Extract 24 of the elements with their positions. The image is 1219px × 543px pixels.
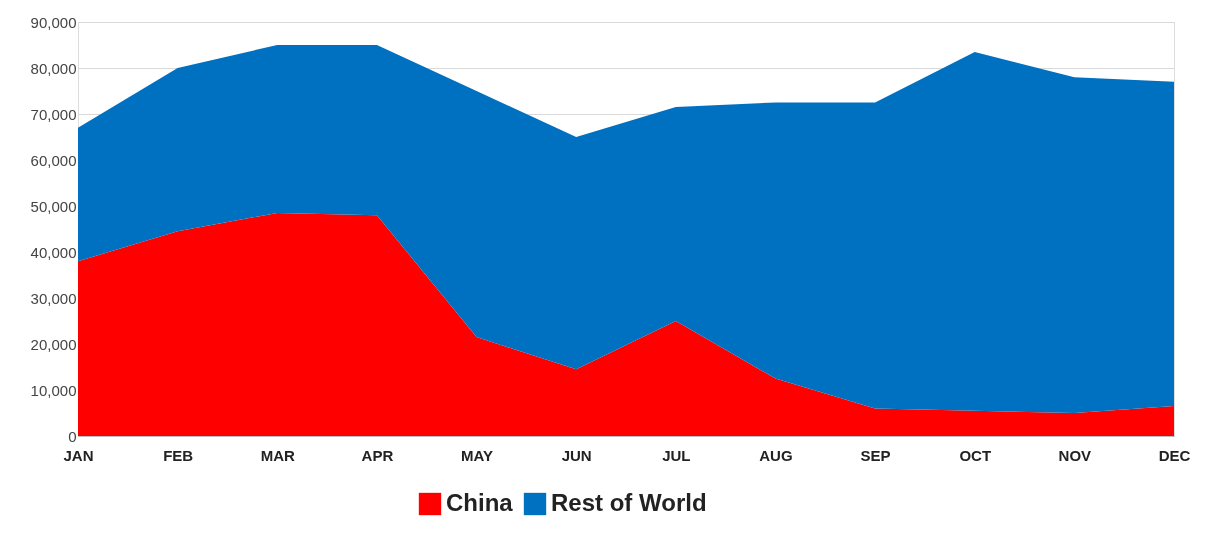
x-tick-label: SEP [860,446,891,464]
x-tick-label: FEB [163,446,194,464]
x-tick-label: JAN [63,446,94,464]
x-tick-label: JUL [662,446,691,464]
y-tick-label: 0 [68,427,77,445]
x-tick-label: NOV [1058,446,1092,464]
x-tick-label: MAR [260,446,296,464]
legend-label: Rest of World [551,489,707,516]
y-tick-label: 10,000 [30,381,77,399]
y-tick-label: 30,000 [30,289,77,307]
x-tick-label: AUG [759,446,793,464]
x-tick-label: DEC [1158,446,1191,464]
y-tick-label: 50,000 [30,197,77,215]
x-tick-label: APR [361,446,394,464]
y-tick-label: 20,000 [30,335,77,353]
legend-label: China [446,489,514,516]
x-tick-label: MAY [461,446,494,464]
y-tick-label: 70,000 [30,105,77,123]
y-tick-label: 40,000 [30,243,77,261]
y-tick-label: 80,000 [30,59,77,77]
y-tick-label: 90,000 [30,13,77,31]
x-tick-label: JUN [561,446,592,464]
y-tick-label: 60,000 [30,151,77,169]
x-tick-label: OCT [959,446,992,464]
